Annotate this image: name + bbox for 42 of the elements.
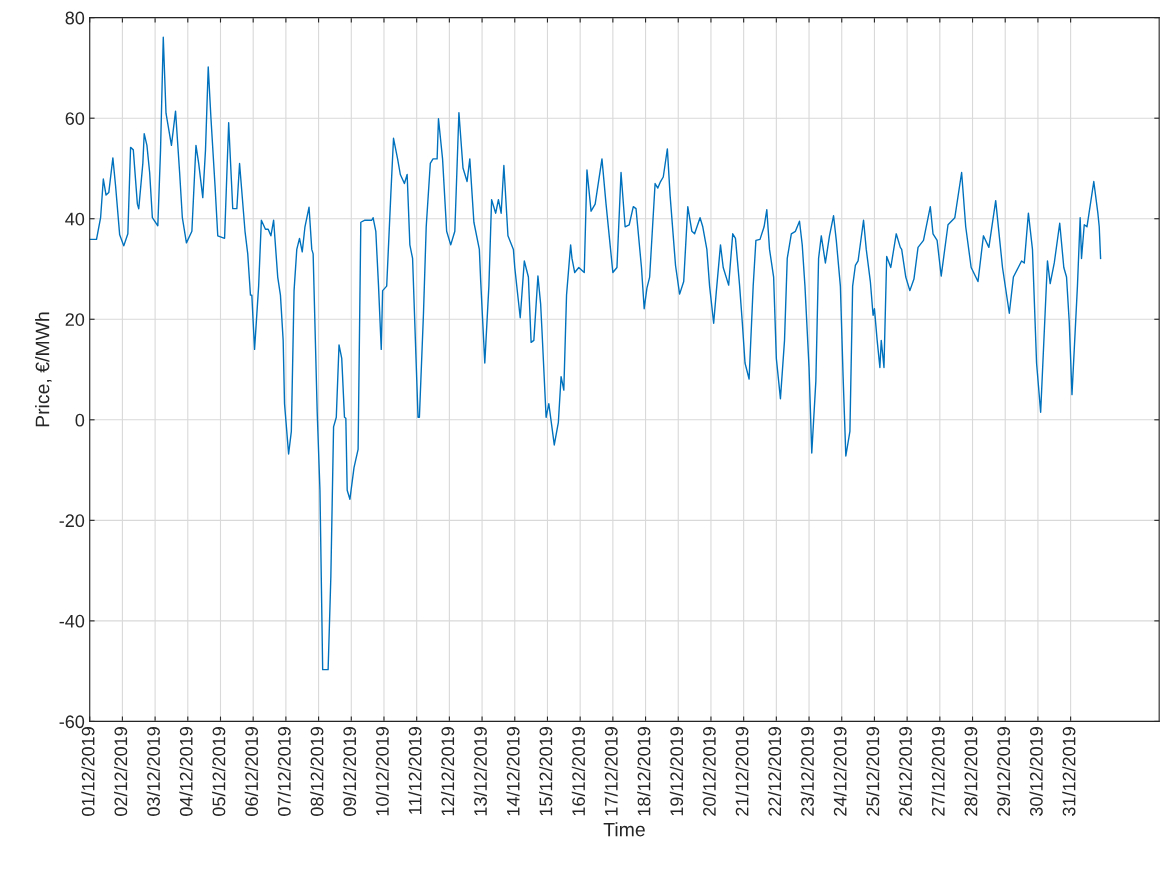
x-tick-label: 07/12/2019 — [277, 727, 291, 816]
y-tick-label: -40 — [59, 614, 85, 628]
x-axis-title: Time — [603, 822, 645, 837]
y-tick-label: 0 — [75, 413, 85, 427]
x-tick-label: 23/12/2019 — [800, 727, 814, 816]
x-tick-label: 28/12/2019 — [964, 727, 978, 816]
x-tick-label: 16/12/2019 — [571, 727, 586, 816]
y-tick-label: 60 — [65, 112, 85, 125]
y-axis-title: Price, €/MWh — [35, 312, 52, 427]
x-tick-label: 26/12/2019 — [898, 727, 912, 816]
x-tick-label: 04/12/2019 — [179, 727, 193, 816]
x-tick-label: 21/12/2019 — [735, 727, 749, 816]
y-tick-label: 40 — [65, 212, 85, 226]
x-tick-label: 18/12/2019 — [637, 727, 651, 816]
x-tick-label: 08/12/2019 — [310, 727, 324, 816]
x-tick-label: 09/12/2019 — [342, 727, 357, 816]
x-tick-label: 03/12/2019 — [146, 727, 160, 816]
x-tick-label: 01/12/2019 — [81, 727, 95, 816]
x-tick-label: 12/12/2019 — [440, 727, 455, 816]
x-tick-label: 14/12/2019 — [506, 727, 520, 816]
x-tick-label: 25/12/2019 — [866, 727, 880, 816]
x-tick-label: 22/12/2019 — [767, 727, 782, 816]
x-tick-label: 27/12/2019 — [931, 727, 945, 816]
x-tick-label: 24/12/2019 — [833, 727, 847, 816]
x-tick-label: 30/12/2019 — [1029, 727, 1043, 816]
y-tick-label: -60 — [59, 715, 85, 729]
y-tick-label: 20 — [65, 313, 85, 326]
x-tick-label: 31/12/2019 — [1062, 727, 1076, 816]
x-tick-label: 29/12/2019 — [996, 727, 1011, 816]
x-tick-label: 20/12/2019 — [702, 727, 716, 816]
y-tick-label: 80 — [65, 11, 85, 25]
x-tick-label: 02/12/2019 — [113, 727, 128, 816]
y-tick-label: -20 — [59, 514, 85, 528]
x-tick-label: 06/12/2019 — [244, 727, 259, 816]
line-series — [89, 36, 1102, 671]
x-tick-label: 17/12/2019 — [604, 727, 618, 816]
x-tick-label: 15/12/2019 — [539, 727, 553, 816]
x-tick-label: 11/12/2019 — [408, 727, 422, 814]
x-tick-label: 13/12/2019 — [473, 727, 487, 816]
x-tick-label: 05/12/2019 — [212, 727, 226, 816]
x-tick-label: 19/12/2019 — [669, 727, 684, 816]
x-tick-label: 10/12/2019 — [375, 727, 389, 816]
